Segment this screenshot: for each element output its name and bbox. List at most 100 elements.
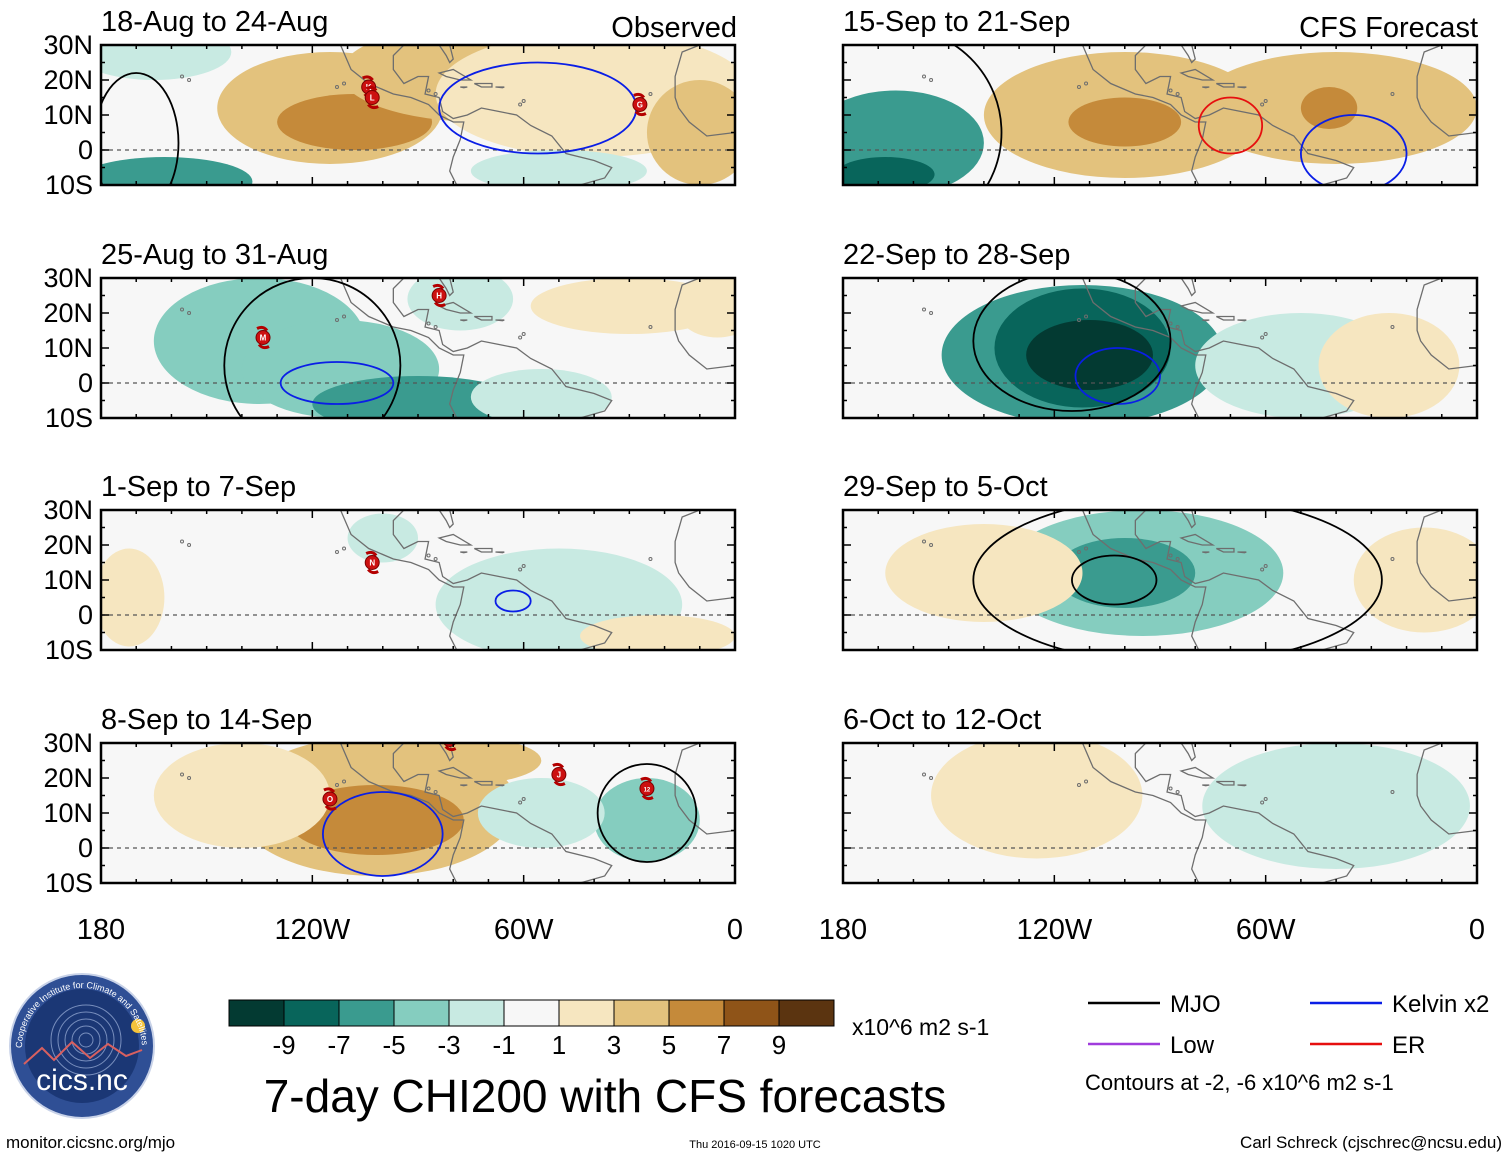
contour-line bbox=[972, 278, 1172, 412]
coastline bbox=[1216, 315, 1235, 321]
lat-tick-label: 0 bbox=[78, 833, 93, 863]
island-outline bbox=[187, 776, 192, 780]
anomaly-region bbox=[101, 157, 253, 185]
coastline bbox=[319, 45, 613, 185]
island-outline bbox=[1175, 92, 1180, 96]
observed-header: Observed bbox=[611, 12, 737, 44]
coastline bbox=[460, 784, 468, 787]
storm-spiral bbox=[444, 745, 457, 752]
coastline bbox=[1061, 743, 1355, 883]
anomaly-region bbox=[1202, 743, 1470, 869]
storm-spiral bbox=[633, 92, 646, 99]
island-outline bbox=[334, 783, 339, 787]
island-outline bbox=[426, 553, 431, 558]
panel-date-label: 1-Sep to 7-Sep bbox=[101, 471, 296, 503]
island-outline bbox=[180, 307, 185, 312]
lat-tick-label: 20N bbox=[43, 298, 93, 328]
contour-line bbox=[279, 361, 395, 405]
coastline bbox=[1061, 278, 1355, 418]
storm-label: G bbox=[637, 101, 643, 110]
colorbar-tick-label: 7 bbox=[717, 1030, 731, 1060]
legend-label: MJO bbox=[1170, 991, 1221, 1018]
lon-tick-labels-observed: 180 120W 60W 0 bbox=[77, 914, 743, 946]
coastline bbox=[674, 510, 735, 602]
storm-spiral bbox=[640, 776, 653, 783]
coastline bbox=[1202, 86, 1210, 89]
colorbar: -9 -7 -5 -3 -1 1 3 5 7 9 bbox=[228, 999, 835, 1060]
lat-tick-label: 10S bbox=[45, 635, 93, 665]
storm-symbol bbox=[255, 330, 271, 345]
island-outline bbox=[518, 102, 523, 107]
panel-date-label: 25-Aug to 31-Aug bbox=[101, 239, 328, 271]
map-panel: 15-Sep to 21-Sep bbox=[841, 6, 1479, 187]
island-outline bbox=[426, 786, 431, 791]
storm-label: J bbox=[557, 771, 561, 780]
storm-spiral bbox=[367, 103, 379, 110]
logo-sun bbox=[131, 1019, 145, 1033]
island-outline bbox=[342, 546, 347, 551]
island-outline bbox=[433, 92, 438, 96]
lon-tick-label: 0 bbox=[727, 914, 743, 946]
lat-tick-label: 30N bbox=[43, 263, 93, 293]
island-outline bbox=[1390, 790, 1395, 794]
coastline bbox=[495, 86, 505, 89]
island-outline bbox=[180, 772, 185, 777]
contour-note: Contours at -2, -6 x10^6 m2 s-1 bbox=[1085, 1070, 1394, 1095]
island-outline bbox=[922, 539, 927, 544]
logo-mountains bbox=[23, 1040, 143, 1065]
storm-symbol bbox=[551, 767, 567, 782]
panel-date-label: 6-Oct to 12-Oct bbox=[843, 704, 1041, 736]
storm-label: L bbox=[370, 94, 375, 103]
coastline bbox=[495, 319, 505, 322]
lat-tick-label: 30N bbox=[43, 495, 93, 525]
storm-spiral bbox=[367, 568, 379, 575]
colorbar-swatch bbox=[393, 999, 450, 1027]
coastline bbox=[1237, 784, 1247, 787]
storm-label: M bbox=[260, 334, 267, 343]
coastline bbox=[495, 784, 505, 787]
lon-tick-labels-forecast: 180 120W 60W 0 bbox=[819, 914, 1485, 946]
island-outline bbox=[433, 790, 438, 794]
island-outline bbox=[648, 325, 653, 329]
coastline bbox=[1061, 510, 1355, 650]
storm-spiral bbox=[634, 110, 647, 117]
contour-line bbox=[321, 791, 444, 877]
anomaly-region bbox=[347, 513, 418, 563]
colorbar-swatch bbox=[613, 999, 670, 1027]
lat-tick-label: 10S bbox=[45, 403, 93, 433]
colorbar-swatch bbox=[503, 999, 560, 1027]
coastline bbox=[460, 86, 468, 89]
storm-marker: J bbox=[551, 762, 567, 787]
colorbar-tick-label: 9 bbox=[772, 1030, 786, 1060]
anomaly-region bbox=[365, 743, 542, 785]
coastline bbox=[1179, 301, 1216, 314]
island-outline bbox=[1175, 325, 1180, 329]
panel-date-label: 18-Aug to 24-Aug bbox=[101, 6, 328, 38]
coastline bbox=[319, 278, 613, 418]
coastline bbox=[438, 743, 454, 762]
storm-spiral bbox=[365, 85, 378, 92]
lat-tick-label: 30N bbox=[43, 728, 93, 758]
map-panel: 22-Sep to 28-Sep bbox=[841, 239, 1479, 420]
lat-tick-label: 20N bbox=[43, 763, 93, 793]
island-outline bbox=[1263, 797, 1268, 801]
contour-line bbox=[1300, 114, 1408, 185]
island-outline bbox=[929, 78, 934, 82]
lon-tick-label: 0 bbox=[1469, 914, 1485, 946]
lat-tick-label: 10N bbox=[43, 333, 93, 363]
coastline bbox=[1416, 743, 1477, 835]
coastline bbox=[438, 510, 454, 529]
island-outline bbox=[426, 321, 431, 326]
island-outline bbox=[1084, 314, 1089, 319]
map-panel: 6-Oct to 12-Oct bbox=[841, 704, 1479, 885]
storm-symbol bbox=[322, 791, 338, 807]
island-outline bbox=[518, 800, 523, 805]
coastline bbox=[437, 301, 474, 314]
island-outline bbox=[922, 307, 927, 312]
anomaly-region bbox=[931, 743, 1143, 859]
lat-tick-label: 30N bbox=[43, 30, 93, 60]
coastline bbox=[474, 547, 493, 553]
